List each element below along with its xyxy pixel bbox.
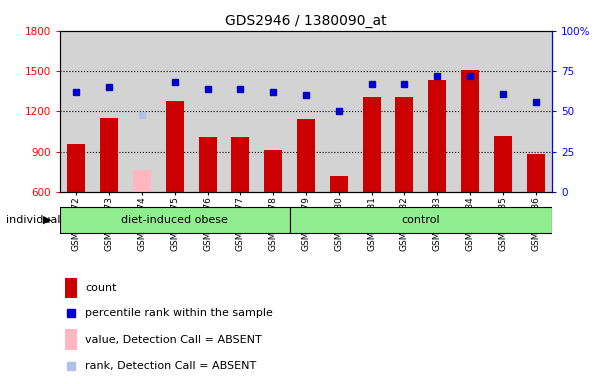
Text: diet-induced obese: diet-induced obese <box>121 215 228 225</box>
Bar <box>395 97 413 192</box>
Bar <box>428 81 446 192</box>
Bar <box>232 137 250 192</box>
Bar <box>67 144 85 192</box>
Bar <box>362 97 380 192</box>
Bar <box>297 119 315 192</box>
Title: GDS2946 / 1380090_at: GDS2946 / 1380090_at <box>225 14 387 28</box>
Text: ▶: ▶ <box>43 215 51 225</box>
Bar <box>494 136 512 192</box>
Text: control: control <box>401 215 440 225</box>
Bar <box>166 101 184 192</box>
Bar <box>527 154 545 192</box>
Bar <box>100 118 118 192</box>
Text: individual: individual <box>6 215 61 225</box>
Bar <box>133 170 151 192</box>
Bar <box>461 70 479 192</box>
Text: count: count <box>85 283 117 293</box>
Text: percentile rank within the sample: percentile rank within the sample <box>85 308 273 318</box>
Bar <box>65 329 77 350</box>
Bar <box>264 151 282 192</box>
Text: value, Detection Call = ABSENT: value, Detection Call = ABSENT <box>85 335 262 345</box>
Bar <box>290 207 552 233</box>
Bar <box>330 176 348 192</box>
Text: rank, Detection Call = ABSENT: rank, Detection Call = ABSENT <box>85 361 257 371</box>
Bar <box>199 137 217 192</box>
Bar <box>65 278 77 298</box>
Bar <box>60 207 290 233</box>
